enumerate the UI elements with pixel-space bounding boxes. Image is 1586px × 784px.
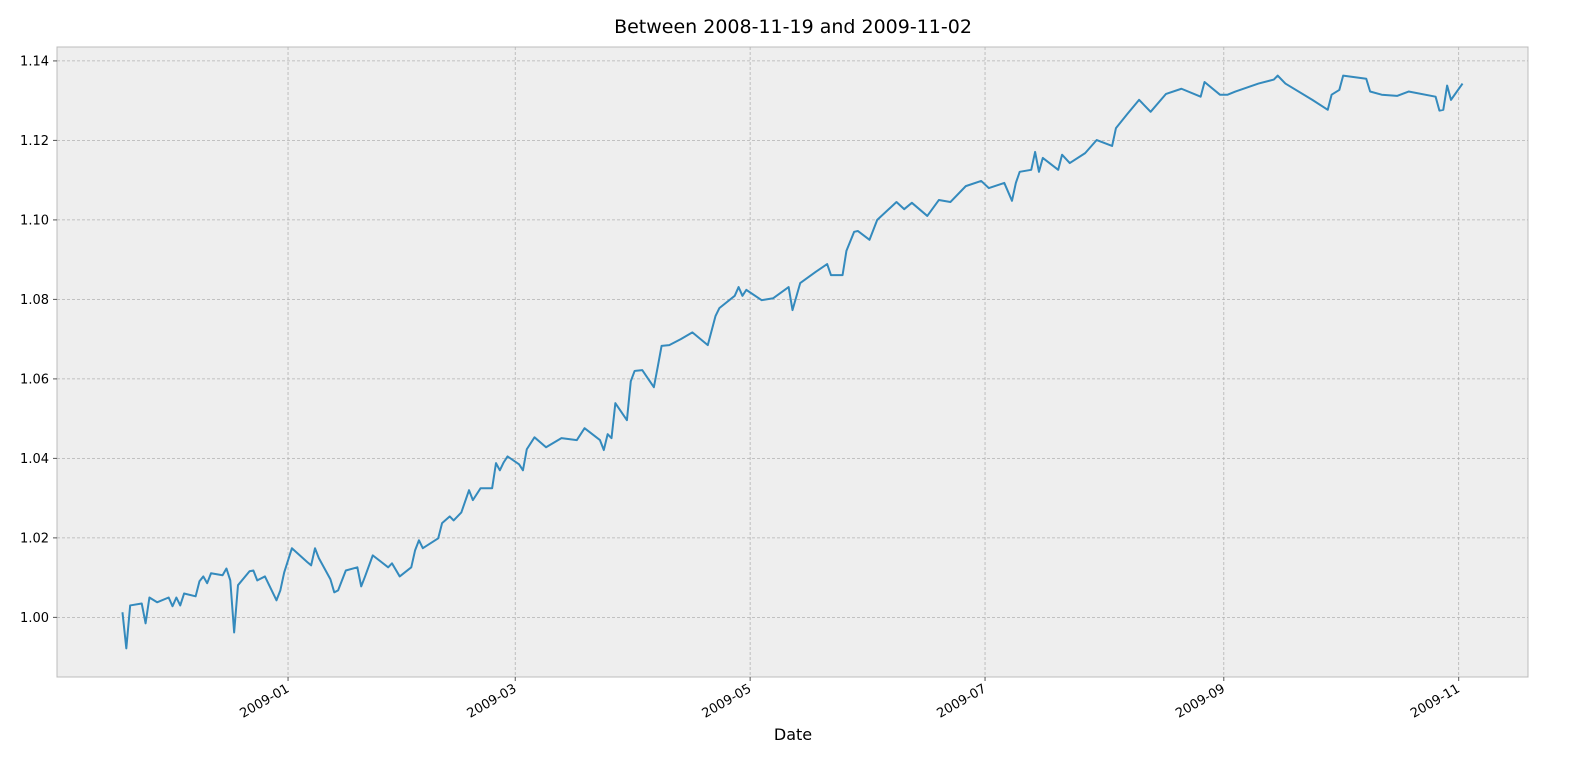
data-line (121, 74, 1464, 650)
x-tick-label: 2009-01 (237, 681, 292, 721)
x-tick-label: 2009-07 (934, 681, 989, 721)
y-tick-label: 1.12 (20, 134, 49, 149)
chart-title: Between 2008-11-19 and 2009-11-02 (614, 16, 972, 38)
y-tick-label: 1.10 (20, 213, 49, 228)
y-tick-label: 1.04 (20, 452, 49, 467)
plot-area (56, 46, 1529, 678)
y-tick-label: 1.14 (20, 54, 49, 69)
y-tick-label: 1.02 (20, 531, 49, 546)
x-tick-label: 2009-05 (700, 681, 755, 721)
x-tick-label: 2009-03 (465, 681, 520, 721)
y-tick-label: 1.06 (20, 372, 49, 387)
x-tick-label: 2009-09 (1173, 681, 1228, 721)
x-axis-label: Date (774, 725, 812, 744)
y-tick-label: 1.00 (20, 611, 49, 626)
x-tick-label: 2009-11 (1408, 681, 1463, 721)
y-tick-label: 1.08 (20, 293, 49, 308)
